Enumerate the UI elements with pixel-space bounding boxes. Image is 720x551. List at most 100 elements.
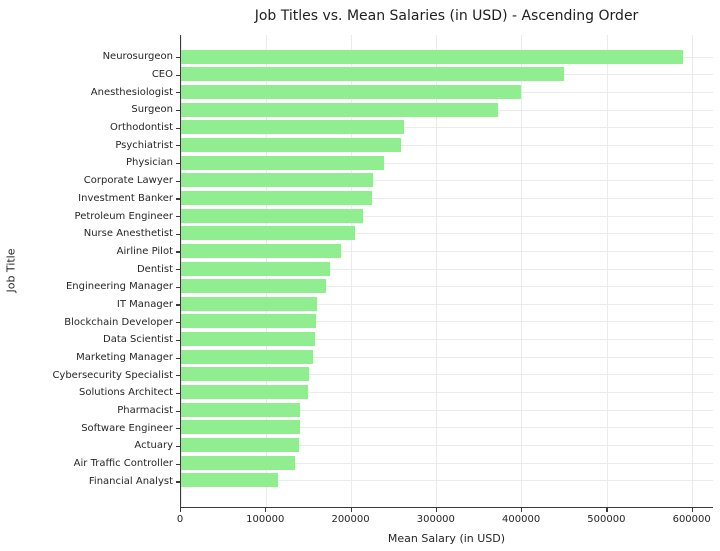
y-tick-label: Neurosurgeon [102,51,173,63]
bar-row [181,154,713,172]
bar [181,437,300,452]
x-tick-mark [265,508,267,512]
plot-area [180,35,713,508]
bar [181,173,374,188]
y-tick-mark [176,216,180,218]
y-tick-label: Psychiatrist [115,139,173,151]
chart-title: Job Titles vs. Mean Salaries (in USD) - … [254,8,639,24]
y-tick-label: Cybersecurity Specialist [52,369,173,381]
vertical-gridline [606,35,608,507]
y-tick-label: Marketing Manager [76,352,173,364]
bar-row [181,48,713,66]
y-tick-mark [176,339,180,342]
bar [181,367,309,382]
bar-row [181,348,713,366]
y-tick-label: Pharmacist [117,405,173,417]
bar-row [181,401,713,419]
x-tick-label: 300000 [416,514,455,525]
y-tick-label: CEO [151,69,173,81]
y-tick-row: Investment Banker [0,190,180,208]
vertical-gridline [521,35,523,507]
bar-row [181,242,713,260]
bar [181,226,356,241]
bar-row [181,66,713,84]
y-tick-row: Air Traffic Controller [0,455,180,473]
y-tick-label: Surgeon [131,104,173,116]
bar-row [181,383,713,401]
y-tick-label: Anesthesiologist [90,86,173,98]
y-tick-row: Software Engineer [0,419,180,437]
bar-row [181,277,713,295]
y-tick-mark [176,233,180,235]
bar [181,314,317,329]
bar [181,102,498,117]
bar-row [181,313,713,331]
y-tick-mark [176,162,180,165]
horizontal-gridline [181,303,713,305]
bar [181,455,296,470]
x-tick-mark [691,508,693,512]
y-tick-row: Dentist [0,260,180,278]
y-tick-row: Financial Analyst [0,473,180,491]
bar-row [181,83,713,101]
bar-row [181,101,713,119]
bar-row [181,330,713,348]
bar [181,155,384,170]
y-tick-row: Marketing Manager [0,349,180,367]
horizontal-gridline [181,444,713,446]
bar [181,473,279,488]
y-tick-mark [176,74,180,76]
horizontal-gridline [181,180,713,182]
bar-row [181,207,713,225]
y-tick-row: Blockchain Developer [0,313,180,331]
y-tick-label: Physician [125,157,173,169]
y-tick-mark [176,322,180,324]
bar [181,384,308,399]
y-tick-row: Pharmacist [0,402,180,420]
bar [181,349,313,364]
y-tick-mark [176,127,180,129]
y-tick-row: Petroleum Engineer [0,207,180,225]
bar-row [181,366,713,384]
y-tick-row: Nurse Anesthetist [0,225,180,243]
horizontal-gridline [181,374,713,376]
horizontal-gridline [181,215,713,217]
x-axis-label: Mean Salary (in USD) [387,532,506,545]
y-tick-mark [176,375,180,377]
horizontal-gridline [181,427,713,429]
horizontal-gridline [181,162,713,164]
horizontal-gridline [181,250,713,252]
y-tick-label: Solutions Architect [79,387,173,399]
y-tick-row: IT Manager [0,296,180,314]
bar [181,402,301,417]
y-tick-mark [176,463,180,465]
bar [181,261,330,276]
x-tick-label: 100000 [246,514,285,525]
y-tick-mark [176,92,180,94]
bar [181,67,565,82]
bar [181,49,684,64]
y-tick-mark [176,145,180,147]
x-tick-label: 500000 [587,514,626,525]
bar-row [181,119,713,137]
y-tick-mark [176,269,180,271]
bar-row [181,471,713,489]
y-tick-label: Engineering Manager [65,281,173,293]
horizontal-gridline [181,339,713,341]
bar [181,138,401,153]
x-tick-mark [435,508,438,512]
y-tick-mark [176,481,180,483]
horizontal-gridline [181,268,713,270]
horizontal-gridline [181,409,713,411]
y-tick-label: Air Traffic Controller [73,458,173,470]
y-tick-label: Corporate Lawyer [83,175,173,187]
y-tick-row: Psychiatrist [0,136,180,154]
vertical-gridline [691,35,693,507]
bar-row [181,260,713,278]
y-tick-label: Actuary [134,440,173,452]
bar-row [181,224,713,242]
bar-row [181,171,713,189]
bar-row [181,189,713,207]
x-tick-mark [180,508,182,512]
bar-row [181,454,713,472]
